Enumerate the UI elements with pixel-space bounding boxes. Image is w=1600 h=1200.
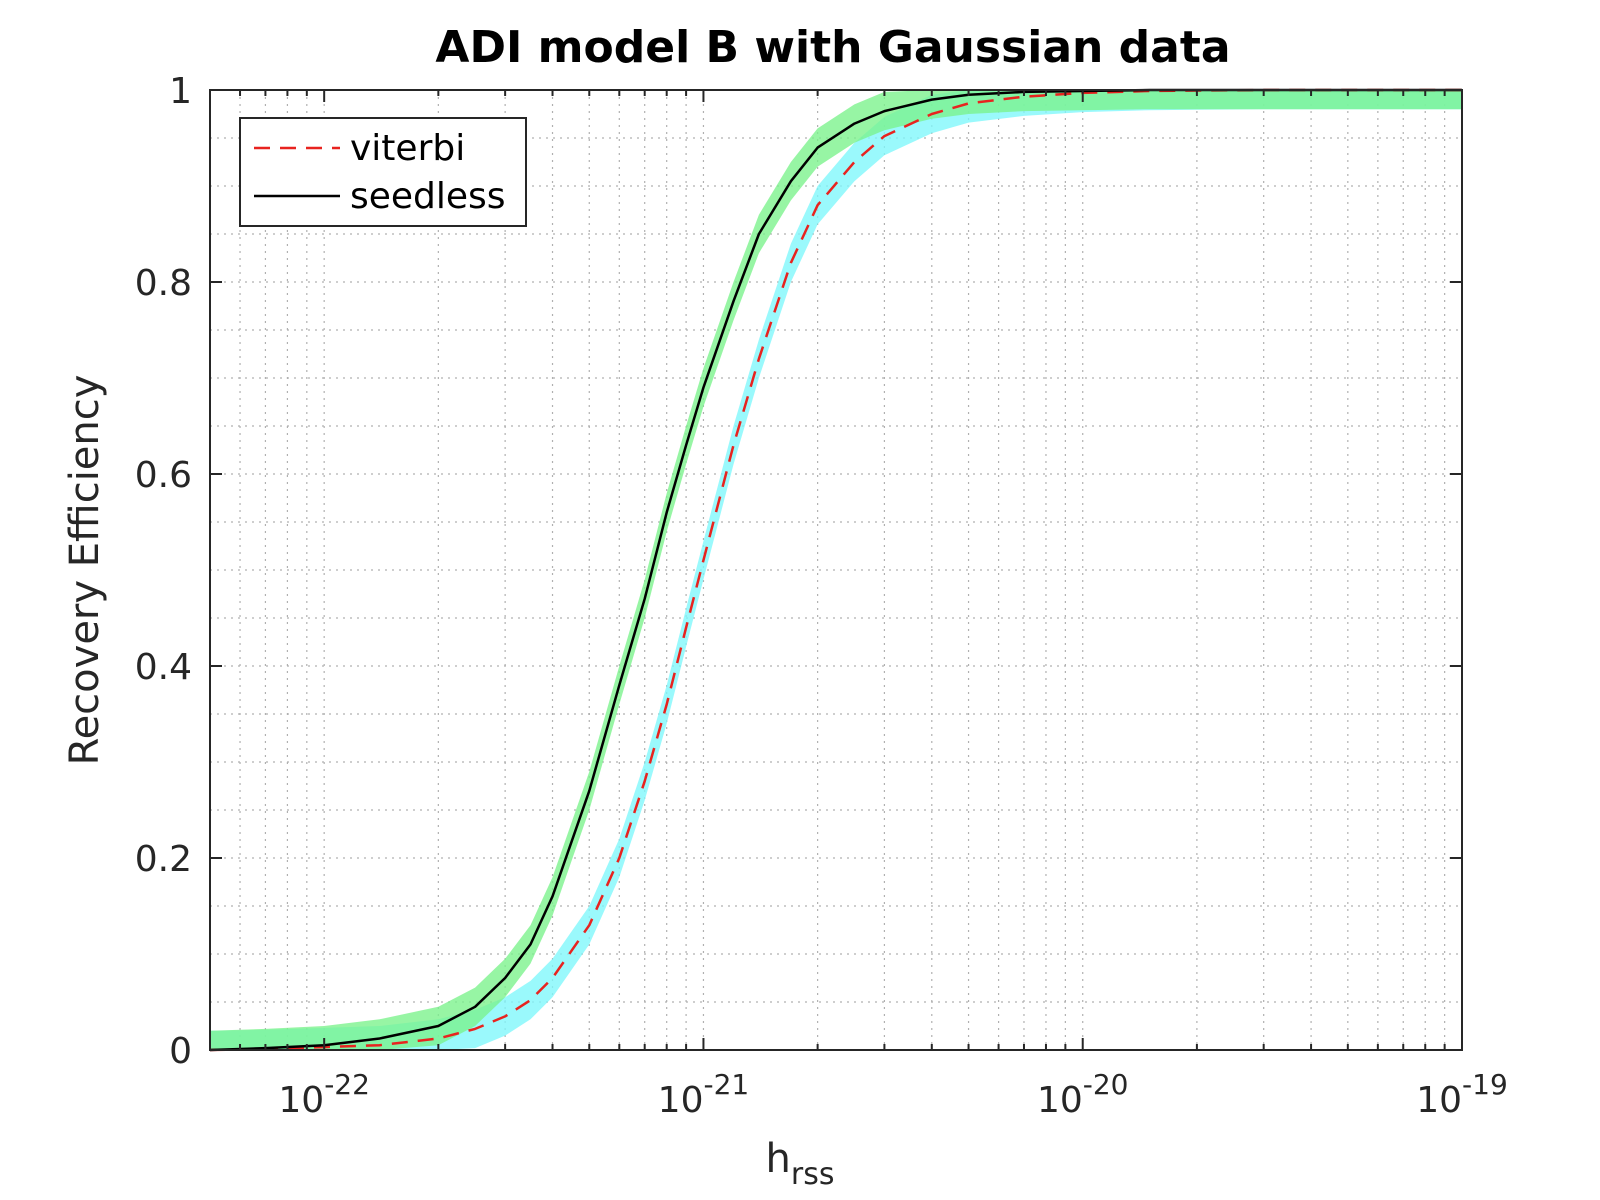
x-tick-exponent: -19 — [1462, 1068, 1508, 1101]
legend-box — [239, 117, 527, 227]
x-tick-label: 10-21 — [658, 1068, 750, 1121]
plot-frame — [209, 89, 1463, 1051]
y-tick-label: 1 — [169, 71, 192, 112]
series-line-viterbi — [209, 88, 1462, 1052]
x-tick-label: 10-20 — [1037, 1068, 1129, 1121]
y-axis-label: Recovery Efficiency — [62, 375, 108, 766]
y-tick-label: 0.6 — [135, 455, 192, 496]
chart-title: ADI model B with Gaussian data — [435, 22, 1230, 73]
y-tick-label: 0.8 — [135, 263, 192, 304]
x-tick-exponent: -21 — [703, 1068, 749, 1101]
legend-label-seedless: seedless — [350, 176, 506, 217]
x-tick-base: 10 — [1416, 1080, 1462, 1121]
legend: viterbi seedless — [239, 117, 527, 227]
x-axis-label-main: h — [766, 1136, 791, 1182]
y-tick-label: 0.2 — [135, 839, 192, 880]
x-tick-exponent: -20 — [1083, 1068, 1129, 1101]
x-tick-label: 10-19 — [1416, 1068, 1508, 1121]
y-tick-label: 0.4 — [135, 647, 192, 688]
x-axis-label-subscript: rss — [791, 1157, 835, 1192]
x-tick-label: 10-22 — [278, 1068, 370, 1121]
x-tick-exponent: -22 — [324, 1068, 370, 1101]
x-tick-base: 10 — [278, 1080, 324, 1121]
x-tick-base: 10 — [658, 1080, 704, 1121]
x-tick-base: 10 — [1037, 1080, 1083, 1121]
legend-label-viterbi: viterbi — [350, 128, 465, 169]
x-axis-label: hrss — [766, 1136, 835, 1192]
y-tick-label: 0 — [169, 1031, 192, 1072]
